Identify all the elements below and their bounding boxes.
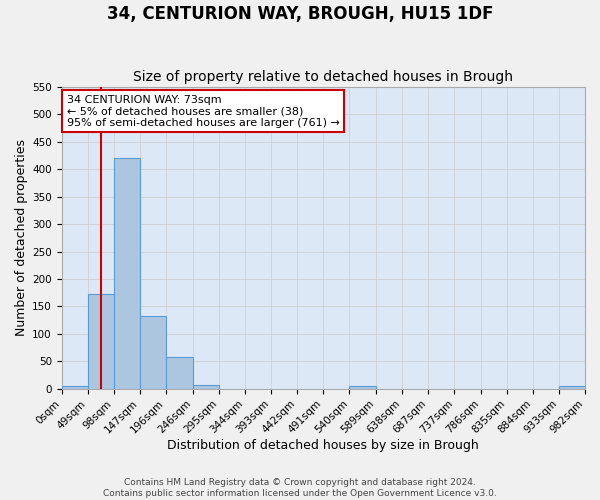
Bar	[114, 158, 140, 389]
Text: 34 CENTURION WAY: 73sqm
← 5% of detached houses are smaller (38)
95% of semi-det: 34 CENTURION WAY: 73sqm ← 5% of detached…	[67, 94, 340, 128]
Text: Contains HM Land Registry data © Crown copyright and database right 2024.
Contai: Contains HM Land Registry data © Crown c…	[103, 478, 497, 498]
Bar	[349, 386, 376, 389]
Bar	[88, 294, 114, 389]
Bar	[193, 385, 219, 389]
Bar	[140, 316, 166, 389]
Bar	[62, 386, 88, 389]
Y-axis label: Number of detached properties: Number of detached properties	[15, 140, 28, 336]
Title: Size of property relative to detached houses in Brough: Size of property relative to detached ho…	[133, 70, 514, 85]
X-axis label: Distribution of detached houses by size in Brough: Distribution of detached houses by size …	[167, 440, 479, 452]
Bar	[166, 357, 193, 389]
Bar	[559, 386, 585, 389]
Text: 34, CENTURION WAY, BROUGH, HU15 1DF: 34, CENTURION WAY, BROUGH, HU15 1DF	[107, 5, 493, 23]
